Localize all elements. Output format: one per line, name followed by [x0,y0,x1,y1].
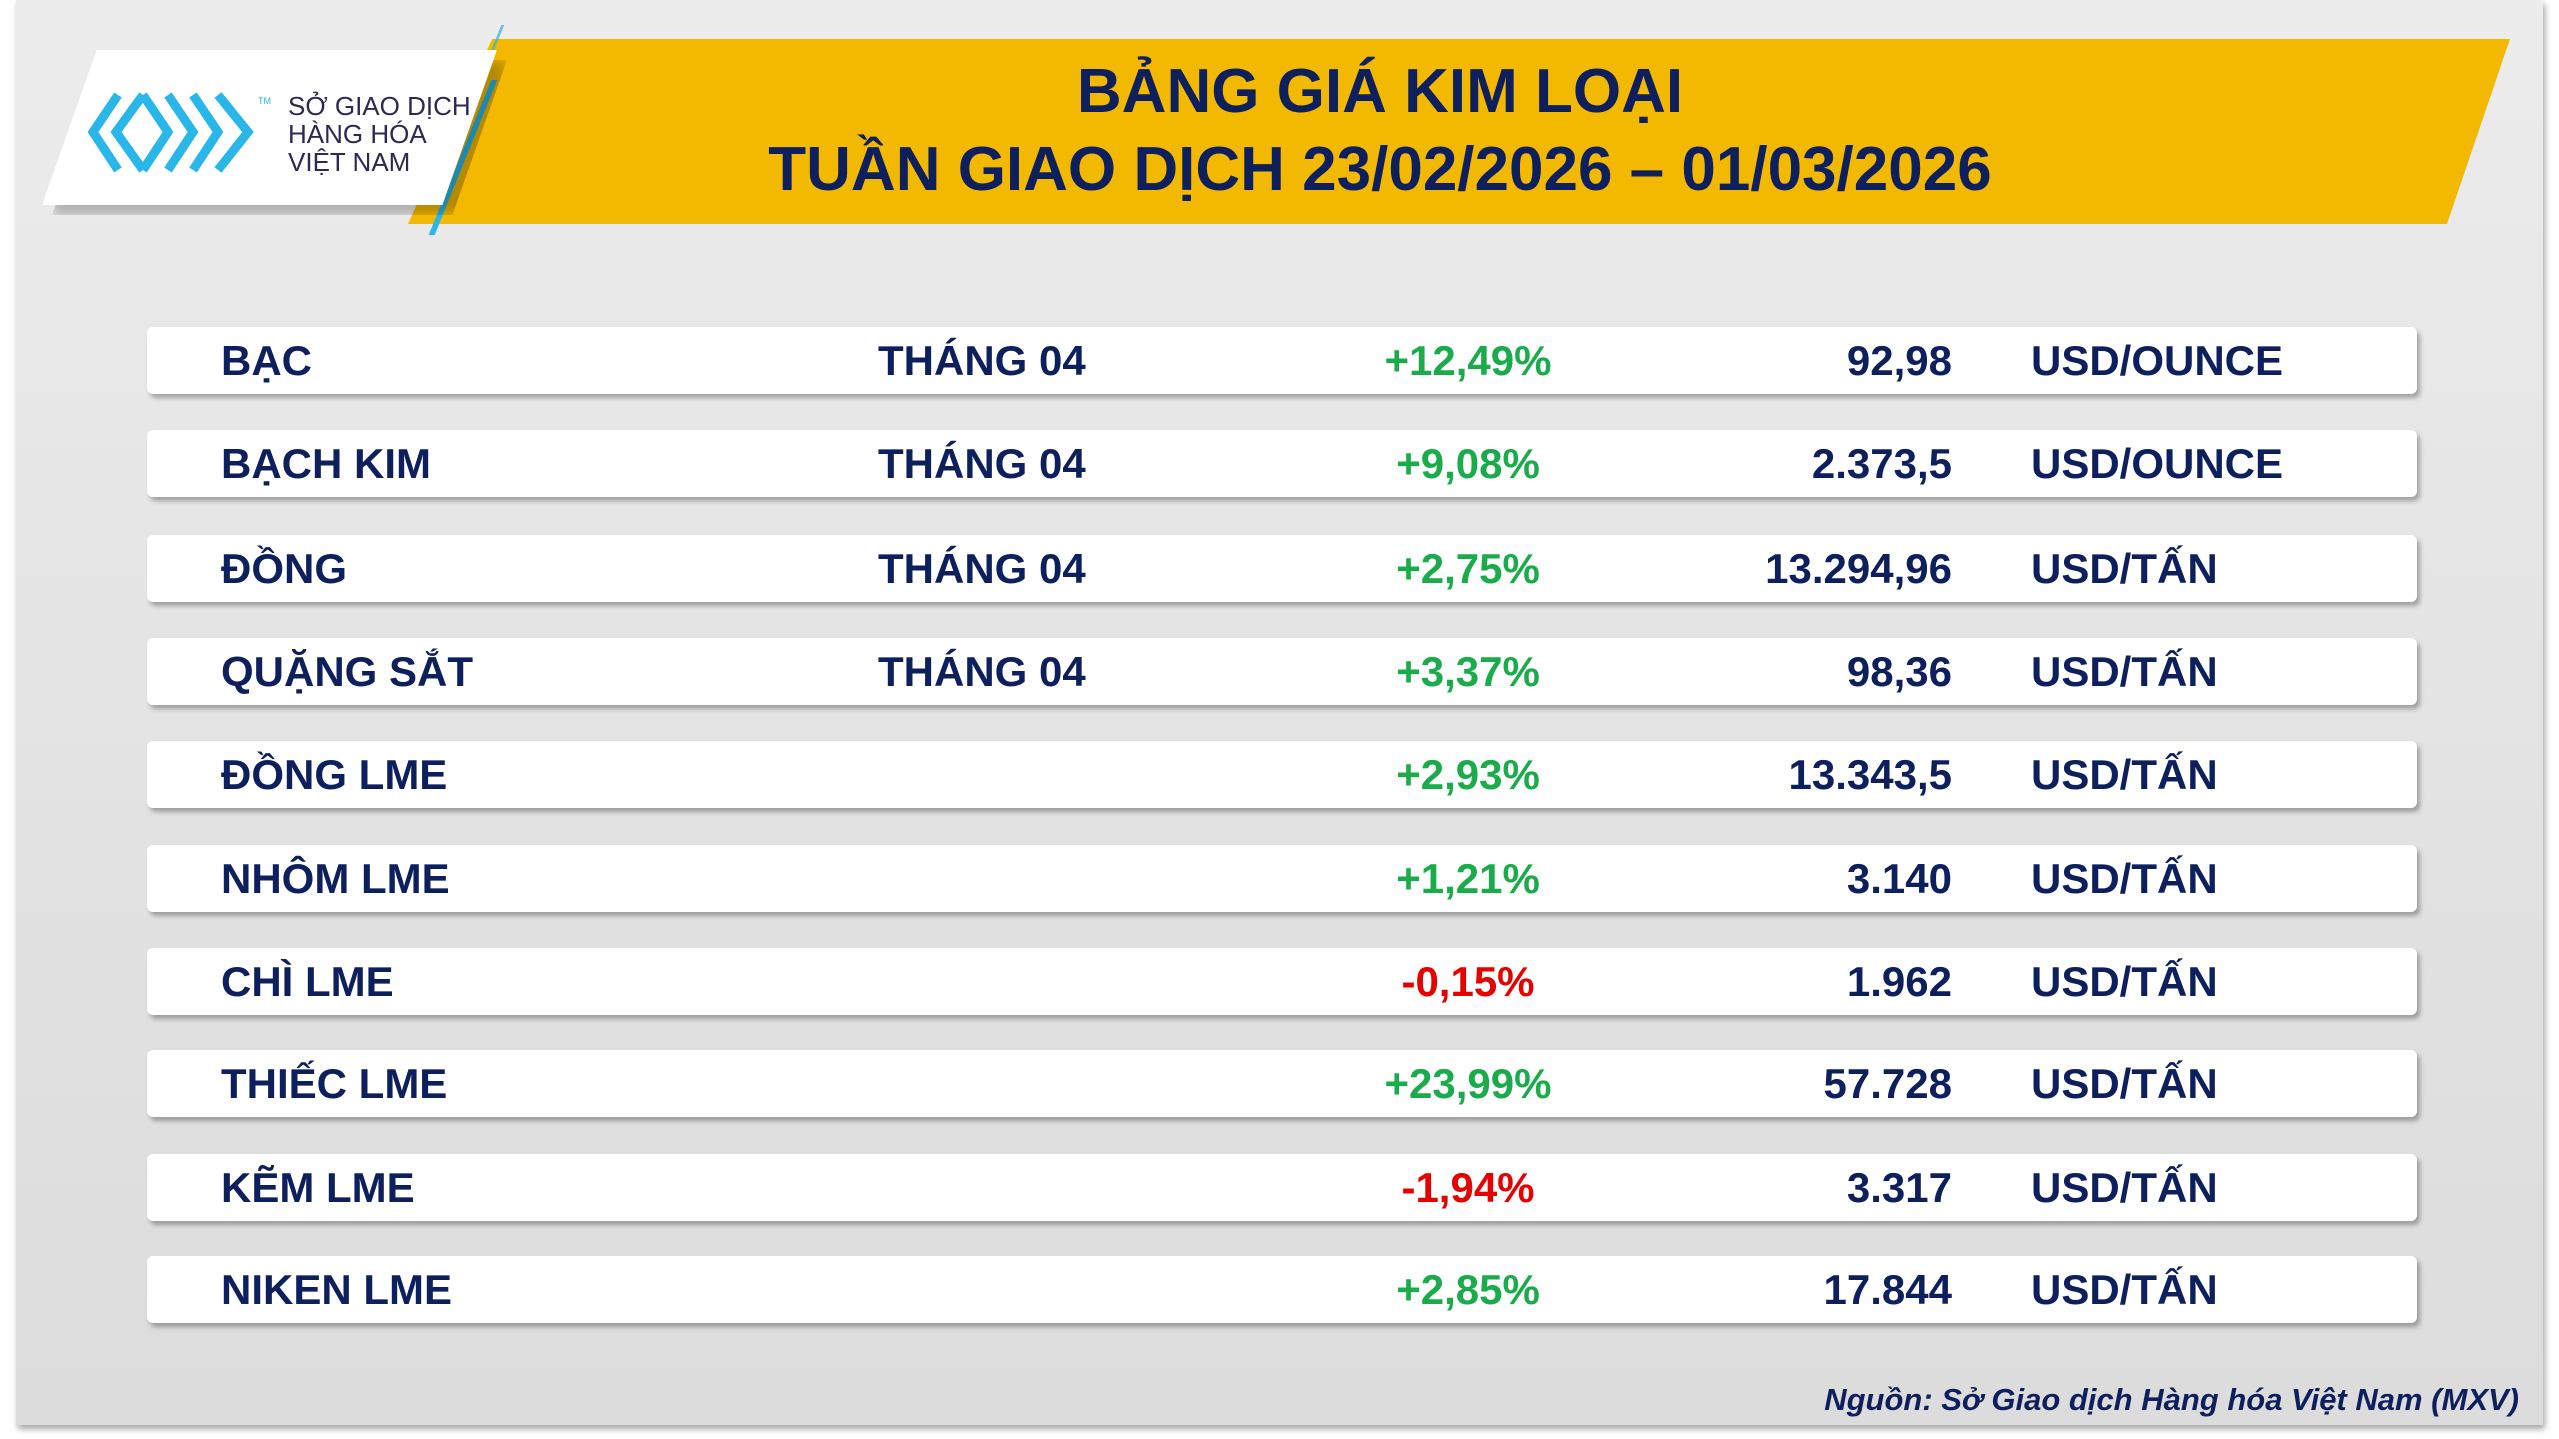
price: 1.962 [1846,958,1952,1005]
page-title: BẢNG GIÁ KIM LOẠI [1076,57,1684,126]
contract-month: THÁNG 04 [878,648,1086,695]
price: 92,98 [1846,337,1952,384]
unit: USD/TẤN [2031,751,2218,798]
price: 57.728 [1823,1060,1952,1107]
weekly-change: -1,94% [1401,1164,1535,1211]
metal-name: NHÔM LME [221,855,450,902]
weekly-change: +2,85% [1396,1266,1540,1313]
unit: USD/TẤN [2031,958,2218,1005]
table-row: BẠC THÁNG 04 +12,49% 92,98 USD/OUNCE [147,327,2417,394]
logo-line: HÀNG HÓA [288,119,427,149]
price: 13.343,5 [1788,751,1953,798]
mxv-logo-icon [88,92,254,173]
table-row: THIẾC LME +23,99% 57.728 USD/TẤN [147,1050,2417,1117]
weekly-change: +3,37% [1396,648,1540,695]
metal-name: BẠCH KIM [221,440,431,487]
contract-month: THÁNG 04 [878,440,1086,487]
unit: USD/TẤN [2031,1164,2218,1211]
metal-name: BẠC [221,337,312,384]
unit: USD/TẤN [2031,648,2218,695]
table-row: ĐỒNG THÁNG 04 +2,75% 13.294,96 USD/TẤN [147,535,2417,602]
logo-line: SỞ GIAO DỊCH [288,91,471,121]
price: 3.317 [1846,1164,1952,1211]
contract-month: THÁNG 04 [878,337,1086,384]
page-subtitle: TUẦN GIAO DỊCH 23/02/2026 – 01/03/2026 [768,135,1992,204]
table-row: NHÔM LME +1,21% 3.140 USD/TẤN [147,845,2417,912]
price: 98,36 [1846,648,1952,695]
unit: USD/TẤN [2031,545,2218,592]
weekly-change: +23,99% [1384,1060,1552,1107]
price: 3.140 [1846,855,1952,902]
contract-month: THÁNG 04 [878,545,1086,592]
source-note: Nguồn: Sở Giao dịch Hàng hóa Việt Nam (M… [1824,1382,2519,1417]
table-row: QUẶNG SẮT THÁNG 04 +3,37% 98,36 USD/TẤN [147,638,2417,705]
unit: USD/OUNCE [2031,440,2284,487]
table-row: ĐỒNG LME +2,93% 13.343,5 USD/TẤN [147,741,2417,808]
weekly-change: +2,93% [1396,751,1540,798]
weekly-change: +9,08% [1396,440,1540,487]
price: 17.844 [1823,1266,1952,1313]
title-banner [408,39,2510,224]
weekly-change: +12,49% [1384,337,1552,384]
trademark: TM [258,96,271,106]
metal-name: THIẾC LME [221,1060,448,1107]
price: 13.294,96 [1765,545,1952,592]
logo-text: SỞ GIAO DỊCH HÀNG HÓA VIỆT NAM [288,92,471,176]
weekly-change: +1,21% [1396,855,1540,902]
weekly-change: -0,15% [1401,958,1535,1005]
metal-name: KẼM LME [221,1164,415,1211]
unit: USD/TẤN [2031,1060,2218,1107]
unit: USD/TẤN [2031,855,2218,902]
logo-line: VIỆT NAM [288,147,411,177]
metal-name: NIKEN LME [221,1266,452,1313]
unit: USD/TẤN [2031,1266,2218,1313]
table-row: KẼM LME -1,94% 3.317 USD/TẤN [147,1154,2417,1221]
unit: USD/OUNCE [2031,337,2284,384]
metal-name: ĐỒNG LME [221,751,448,798]
metal-name: QUẶNG SẮT [221,648,473,695]
price: 2.373,5 [1811,440,1952,487]
metal-name: CHÌ LME [221,958,394,1005]
table-row: NIKEN LME +2,85% 17.844 USD/TẤN [147,1256,2417,1323]
weekly-change: +2,75% [1396,545,1540,592]
table-row: BẠCH KIM THÁNG 04 +9,08% 2.373,5 USD/OUNCE [147,430,2417,497]
metal-name: ĐỒNG [221,545,347,592]
table-row: CHÌ LME -0,15% 1.962 USD/TẤN [147,948,2417,1015]
